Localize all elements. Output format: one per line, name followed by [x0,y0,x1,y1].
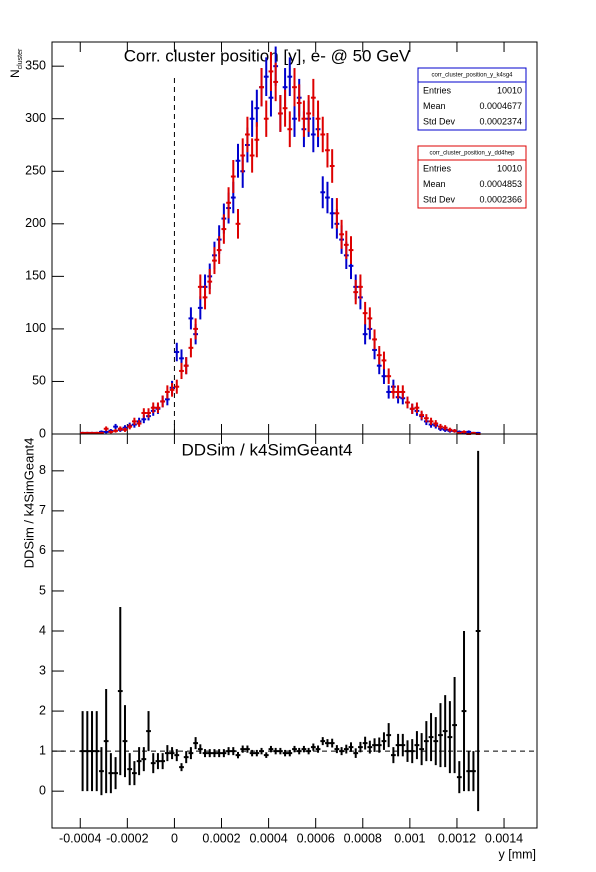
y-label-main: N [8,69,22,78]
x-tick-label: -0.0004 [59,831,101,845]
y-tick-label: 0 [39,783,46,797]
stats-value: 10010 [497,85,522,95]
stats-label: Mean [423,101,446,111]
y-tick-label: 6 [39,543,46,557]
y-tick-label: 300 [25,111,46,125]
stats-value: 0.0002374 [479,116,522,126]
x-tick-label: 0.0012 [438,831,476,845]
x-tick-label: 0.0004 [249,831,287,845]
bottom-y-label: DDSim / k4SimGeant4 [21,438,36,569]
x-label: y [mm] [499,847,537,861]
stats-label: Mean [423,179,446,189]
y-tick-label: 250 [25,164,46,178]
stats-value: 0.0004677 [479,101,522,111]
y-label-sub: cluster [17,48,24,69]
x-tick-label: -0.0002 [106,831,148,845]
stats-box [417,67,527,131]
x-tick-label: 0.0006 [297,831,335,845]
y-tick-label: 1 [39,743,46,757]
stats-value: 10010 [497,163,522,173]
y-tick-label: 50 [32,374,46,388]
stats-label: Std Dev [423,194,456,204]
y-tick-label: 2 [39,703,46,717]
y-tick-label: 150 [25,269,46,283]
x-tick-label: 0.0008 [344,831,382,845]
y-tick-label: 4 [39,623,46,637]
x-tick-label: 0.0014 [485,831,523,845]
stats-label: Entries [423,85,452,95]
top-title: Corr. cluster position [y], e- @ 50 GeV [124,46,411,65]
y-tick-label: 3 [39,663,46,677]
x-tick-label: 0.0002 [202,831,240,845]
y-tick-label: 100 [25,321,46,335]
stats-box [417,145,527,209]
y-tick-label: 8 [39,463,46,477]
x-tick-label: 0 [171,831,178,845]
stats-label: Entries [423,163,452,173]
y-tick-label: 350 [25,58,46,72]
y-tick-label: 5 [39,583,46,597]
stats-title: corr_cluster_position_y_dd4hep [429,151,515,157]
top-y-label: Ncluster [8,48,24,78]
stats-title: corr_cluster_position_y_k4sg4 [431,73,513,79]
stats-label: Std Dev [423,116,456,126]
bottom-title: DDSim / k4SimGeant4 [182,440,353,459]
y-tick-label: 0 [39,426,46,440]
stats-value: 0.0002366 [479,194,522,204]
y-tick-label: 200 [25,216,46,230]
y-tick-label: 7 [39,503,46,517]
x-tick-label: 0.001 [394,831,425,845]
stats-value: 0.0004853 [479,179,522,189]
